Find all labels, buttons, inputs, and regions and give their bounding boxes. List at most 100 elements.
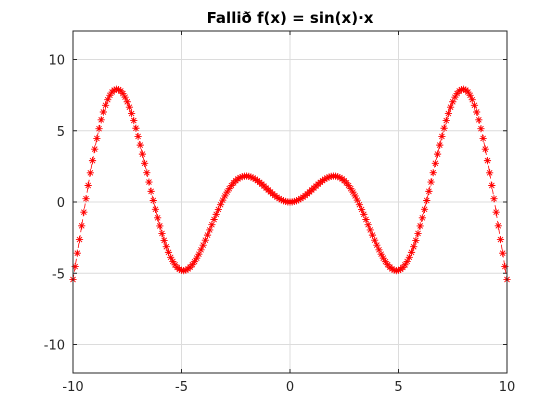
data-point-marker	[210, 215, 218, 224]
data-point-marker	[223, 188, 231, 196]
data-point-marker	[84, 181, 92, 190]
data-point-marker	[147, 187, 155, 195]
data-point-marker	[249, 174, 257, 182]
data-point-marker	[234, 175, 242, 183]
data-point-marker	[225, 185, 233, 193]
data-point-marker	[275, 194, 283, 203]
data-point-marker	[323, 174, 331, 182]
data-point-marker	[318, 177, 327, 185]
data-point-marker	[106, 91, 114, 99]
data-point-marker	[494, 222, 502, 230]
data-point-marker	[91, 145, 99, 153]
data-point-marker	[490, 195, 498, 203]
data-point-marker	[212, 210, 220, 218]
y-tick-label: 10	[48, 54, 65, 69]
data-point-marker	[154, 214, 162, 222]
data-point-marker	[420, 205, 429, 213]
data-point-marker	[442, 116, 450, 125]
data-point-marker	[468, 96, 476, 104]
data-point-marker	[488, 181, 496, 190]
data-point-marker	[219, 196, 227, 204]
data-point-marker	[475, 116, 483, 124]
data-point-marker	[460, 85, 468, 93]
data-point-marker	[394, 266, 403, 274]
data-point-marker	[123, 98, 131, 106]
data-point-marker	[88, 157, 97, 165]
data-point-marker	[134, 132, 142, 141]
data-point-marker	[158, 229, 166, 238]
series-line	[72, 88, 508, 280]
data-point-marker	[188, 261, 196, 269]
data-point-marker	[121, 93, 129, 101]
data-point-marker	[199, 241, 207, 249]
data-point-marker	[483, 157, 492, 165]
data-point-marker	[162, 243, 170, 251]
data-point-marker	[125, 103, 134, 111]
data-point-marker	[325, 173, 333, 181]
data-point-marker	[82, 195, 90, 203]
data-point-marker	[334, 173, 342, 181]
data-point-marker	[273, 193, 281, 201]
data-point-marker	[360, 210, 368, 218]
data-point-marker	[373, 241, 381, 249]
data-point-marker	[368, 231, 377, 239]
data-point-marker	[160, 236, 168, 244]
data-point-marker	[427, 178, 435, 186]
x-tick-label: 10	[499, 380, 516, 395]
data-point-marker	[473, 108, 481, 116]
data-point-marker	[470, 101, 479, 109]
data-point-marker	[78, 222, 86, 230]
data-point-marker	[247, 173, 255, 181]
data-point-marker	[355, 201, 364, 209]
data-point-marker	[321, 175, 329, 183]
data-point-marker	[353, 196, 361, 204]
data-point-marker	[403, 257, 411, 266]
data-point-marker	[433, 150, 442, 158]
data-point-marker	[364, 221, 372, 229]
data-point-marker	[292, 197, 301, 205]
data-point-marker	[449, 98, 457, 106]
data-point-marker	[251, 175, 259, 183]
plot-frame	[72, 30, 508, 374]
data-point-marker	[221, 192, 229, 200]
y-tick-label: -5	[52, 267, 65, 282]
data-point-marker	[151, 205, 160, 213]
data-point-marker	[405, 253, 413, 261]
data-point-marker	[75, 235, 84, 244]
data-point-marker	[201, 236, 209, 244]
data-point-marker	[423, 196, 431, 205]
data-point-marker	[351, 192, 359, 200]
data-point-marker	[486, 169, 494, 177]
data-point-marker	[440, 124, 448, 132]
data-point-marker	[496, 235, 505, 244]
data-point-marker	[104, 96, 112, 104]
data-point-marker	[438, 132, 446, 141]
data-point-marker	[455, 87, 463, 95]
data-point-marker	[130, 116, 138, 125]
data-point-marker	[466, 91, 474, 99]
data-point-marker	[277, 196, 285, 204]
data-point-marker	[331, 172, 340, 180]
data-point-marker	[446, 103, 455, 111]
data-point-marker	[414, 229, 422, 238]
data-point-marker	[366, 226, 374, 234]
series-layer	[69, 85, 511, 284]
data-point-marker	[344, 181, 353, 190]
data-point-marker	[381, 258, 390, 266]
data-point-marker	[412, 236, 420, 244]
data-point-marker	[203, 231, 212, 239]
data-point-marker	[190, 258, 199, 266]
data-point-marker	[145, 178, 153, 186]
data-point-marker	[479, 134, 487, 143]
data-point-marker	[429, 169, 437, 177]
data-point-marker	[216, 201, 225, 209]
data-point-marker	[164, 248, 173, 256]
data-point-marker	[80, 208, 88, 216]
data-point-marker	[407, 248, 416, 256]
data-point-marker	[95, 125, 103, 133]
data-point-marker	[238, 173, 246, 181]
data-point-marker	[425, 187, 433, 195]
data-point-marker	[141, 159, 149, 167]
data-point-marker	[358, 205, 366, 214]
